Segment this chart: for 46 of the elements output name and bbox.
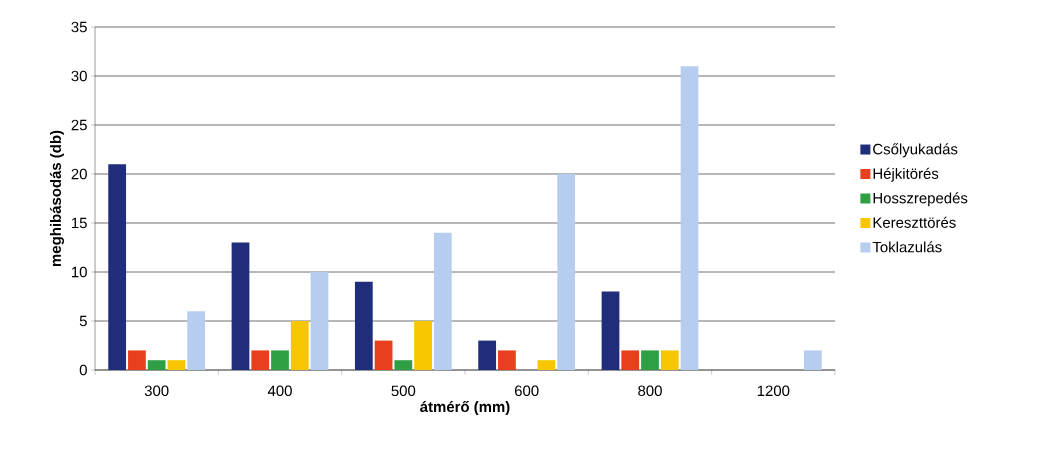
bar <box>498 350 516 370</box>
bar <box>187 311 206 370</box>
y-tick-label: 20 <box>71 168 87 180</box>
bar <box>290 321 309 370</box>
bar <box>433 232 452 370</box>
x-tick-label: 800 <box>638 385 662 397</box>
legend-label: Toklazulás <box>872 241 942 253</box>
bar <box>147 360 166 370</box>
bar <box>354 281 373 370</box>
y-tick-label: 25 <box>71 119 87 131</box>
bar <box>601 291 620 370</box>
y-tick-label: 15 <box>72 217 87 229</box>
bar <box>251 350 270 370</box>
bar <box>231 242 250 370</box>
bar <box>310 272 329 370</box>
x-tick-label: 300 <box>144 385 169 397</box>
bar <box>641 350 659 370</box>
legend-label: Csőlyukadás <box>873 143 958 158</box>
y-tick-label: 35 <box>71 21 87 33</box>
bar <box>394 360 413 370</box>
bar <box>128 350 146 370</box>
x-tick-label: 600 <box>514 385 539 397</box>
y-tick-label: 0 <box>79 364 87 376</box>
x-tick-label: 500 <box>391 385 416 397</box>
legend-label: Kereszttörés <box>873 216 956 228</box>
bar <box>680 66 699 370</box>
y-axis-title: meghibásodás (db) <box>49 130 65 267</box>
y-tick-label: 5 <box>79 315 87 327</box>
bar <box>557 174 576 370</box>
bar <box>660 350 679 370</box>
x-tick-label: 400 <box>267 385 292 397</box>
bar <box>108 164 127 370</box>
bar <box>374 340 393 370</box>
y-tick-label: 30 <box>71 70 87 82</box>
bar <box>271 350 289 370</box>
y-tick-label: 10 <box>72 266 87 278</box>
bar <box>803 350 822 370</box>
bar <box>537 360 556 370</box>
legend-label: Hosszrepedés <box>873 192 968 207</box>
bar <box>621 350 640 370</box>
x-tick-label: 1200 <box>757 385 790 397</box>
bar <box>414 321 432 370</box>
bar <box>478 340 497 370</box>
legend-label: Héjkitörés <box>873 167 939 182</box>
x-axis-title: átmérő (mm) <box>420 400 510 415</box>
bar <box>167 360 186 370</box>
